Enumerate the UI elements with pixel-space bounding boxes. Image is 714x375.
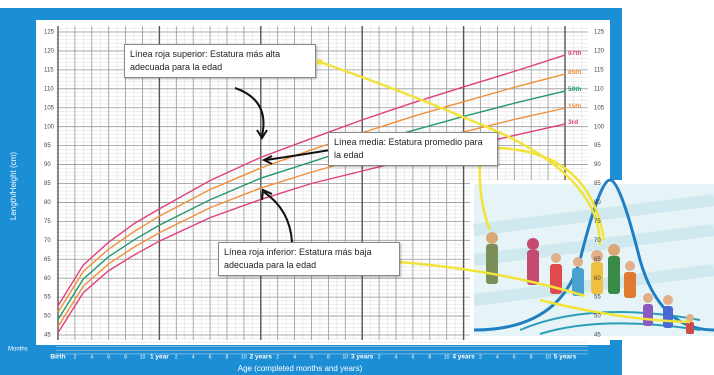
months-label: Months bbox=[8, 347, 28, 353]
x-tick-label: 8 bbox=[530, 354, 533, 360]
grid bbox=[56, 26, 588, 355]
y-tick-label: 45 bbox=[44, 333, 51, 339]
legend-label: 85th bbox=[568, 69, 581, 76]
x-tick-label: 4 bbox=[90, 354, 93, 360]
y-tick-label-right: 120 bbox=[594, 49, 605, 55]
y-tick-label: 55 bbox=[44, 295, 51, 301]
x-axis-label: Age (completed months and years) bbox=[238, 364, 363, 373]
x-tick-label: 8 bbox=[226, 354, 229, 360]
y-tick-label-right: 100 bbox=[594, 124, 605, 130]
x-tick-label: 8 bbox=[327, 354, 330, 360]
x-tick-label: 8 bbox=[124, 354, 127, 360]
x-tick-label: 10 bbox=[444, 354, 450, 360]
x-tick-label: 4 bbox=[293, 354, 296, 360]
y-tick-label-right: 70 bbox=[594, 238, 601, 244]
y-tick-label: 115 bbox=[44, 67, 54, 73]
y-tick-label: 80 bbox=[44, 200, 51, 206]
x-tick-label: 6 bbox=[513, 354, 516, 360]
x-tick-label: 6 bbox=[107, 354, 110, 360]
x-tick-label: 2 bbox=[276, 354, 279, 360]
y-tick-label: 105 bbox=[44, 105, 55, 111]
x-tick-label: 3 years bbox=[351, 354, 374, 361]
x-tick-label: 10 bbox=[545, 354, 551, 360]
marks: 97th 85th 50th 15th 3rd bbox=[57, 50, 581, 334]
percentile-line bbox=[57, 54, 566, 307]
x-tick-label: 2 years bbox=[250, 354, 273, 361]
y-tick-label-right: 85 bbox=[594, 181, 601, 187]
y-tick-label: 110 bbox=[44, 86, 54, 92]
y-tick-label: 85 bbox=[44, 181, 51, 187]
y-tick-label: 125 bbox=[44, 30, 55, 36]
legend-label: 97th bbox=[568, 50, 581, 57]
annotation: Línea media: Estatura promedio para la e… bbox=[328, 132, 498, 166]
y-tick-label-right: 115 bbox=[594, 67, 604, 73]
y-tick-label-right: 95 bbox=[594, 143, 601, 149]
annotation: Línea roja superior: Estatura más alta a… bbox=[124, 44, 316, 78]
x-tick-label: 4 years bbox=[452, 354, 475, 361]
x-tick-label: 6 bbox=[310, 354, 313, 360]
y-tick-label: 70 bbox=[44, 238, 51, 244]
y-tick-label: 65 bbox=[44, 257, 51, 263]
x-tick-label: 10 bbox=[140, 354, 146, 360]
arrows bbox=[234, 59, 691, 324]
x-tick-label: 10 bbox=[241, 354, 247, 360]
y-tick-label-right: 55 bbox=[594, 295, 601, 301]
y-tick-label: 75 bbox=[44, 219, 51, 225]
x-tick-label: 5 years bbox=[554, 354, 577, 361]
y-tick-label-right: 50 bbox=[594, 314, 601, 320]
x-tick-label: 6 bbox=[412, 354, 415, 360]
annotation: Línea roja inferior: Estatura más baja a… bbox=[218, 242, 400, 276]
y-tick-label-right: 125 bbox=[594, 30, 605, 36]
y-tick-label-right: 75 bbox=[594, 219, 601, 225]
photo bbox=[470, 178, 714, 340]
x-tick-label: 4 bbox=[395, 354, 398, 360]
legend-label: 15th bbox=[568, 103, 581, 110]
percentile-line bbox=[57, 107, 566, 328]
y-tick-label-right: 45 bbox=[594, 333, 601, 339]
x-tick-label: 2 bbox=[175, 354, 178, 360]
legend-label: 3rd bbox=[568, 119, 578, 126]
y-tick-label-right: 65 bbox=[594, 257, 601, 263]
y-tick-label: 50 bbox=[44, 314, 51, 320]
y-tick-label-right: 90 bbox=[594, 162, 601, 168]
x-tick-label: 2 bbox=[479, 354, 482, 360]
percentile-line bbox=[57, 73, 566, 313]
y-tick-label: 90 bbox=[44, 162, 51, 168]
x-tick-label: Birth bbox=[50, 354, 65, 361]
x-tick-label: 10 bbox=[343, 354, 349, 360]
x-tick-label: 2 bbox=[378, 354, 381, 360]
y-tick-label-right: 60 bbox=[594, 276, 601, 282]
x-tick-label: 1 year bbox=[150, 354, 169, 361]
x-tick-label: 8 bbox=[428, 354, 431, 360]
x-tick-label: 6 bbox=[209, 354, 212, 360]
y-tick-label: 120 bbox=[44, 49, 55, 55]
y-tick-label-right: 110 bbox=[594, 86, 604, 92]
x-tick-label: 4 bbox=[192, 354, 195, 360]
y-axis-label: Length/Height (cm) bbox=[9, 152, 18, 220]
x-tick-label: 4 bbox=[496, 354, 499, 360]
y-tick-label-right: 105 bbox=[594, 105, 605, 111]
y-tick-label: 100 bbox=[44, 124, 55, 130]
y-tick-label: 95 bbox=[44, 143, 51, 149]
y-tick-label: 60 bbox=[44, 276, 51, 282]
x-tick-label: 2 bbox=[74, 354, 77, 360]
legend-label: 50th bbox=[568, 86, 581, 93]
y-tick-label-right: 80 bbox=[594, 200, 601, 206]
